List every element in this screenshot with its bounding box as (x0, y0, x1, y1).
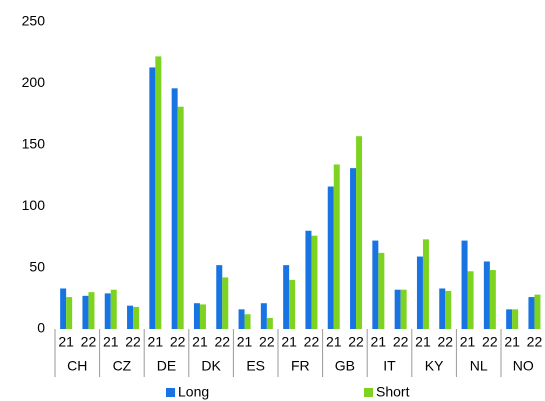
x-tick-label: 22 (259, 334, 275, 350)
y-tick-label: 0 (37, 320, 45, 336)
x-tick-label: 22 (437, 334, 453, 350)
bar (199, 304, 206, 329)
bar (378, 252, 385, 329)
bar (244, 314, 251, 329)
bar (467, 271, 474, 329)
bar (394, 289, 401, 329)
y-tick-label: 200 (22, 74, 46, 90)
legend-label: Short (376, 384, 410, 400)
bar (104, 293, 111, 329)
bar (193, 303, 200, 329)
x-tick-label: 21 (237, 334, 253, 350)
bar (149, 67, 156, 329)
bar (82, 295, 89, 329)
bar (171, 88, 178, 329)
bar (311, 235, 318, 329)
bar (155, 56, 162, 329)
bar (60, 288, 67, 329)
bar (489, 270, 496, 329)
bar (445, 290, 452, 329)
bar (333, 164, 340, 329)
group-label: KY (425, 358, 444, 374)
bar (461, 240, 468, 329)
group-label: DE (157, 358, 176, 374)
group-label: DK (201, 358, 221, 374)
x-tick-label: 22 (170, 334, 186, 350)
bar (534, 294, 541, 329)
x-tick-label: 22 (527, 334, 543, 350)
bar (266, 317, 273, 329)
group-label: CH (67, 358, 87, 374)
x-tick-label: 21 (371, 334, 387, 350)
x-tick-label: 22 (348, 334, 364, 350)
y-tick-label: 100 (22, 197, 46, 213)
x-tick-label: 21 (103, 334, 119, 350)
x-tick-label: 22 (125, 334, 141, 350)
x-tick-label: 22 (304, 334, 320, 350)
bar (260, 303, 267, 329)
x-tick-label: 22 (81, 334, 97, 350)
bar (372, 240, 379, 329)
bar (506, 309, 513, 329)
bar (177, 106, 184, 330)
x-tick-label: 21 (148, 334, 164, 350)
bar (416, 256, 423, 329)
bar (350, 168, 357, 329)
bar (305, 230, 312, 329)
group-label: ES (246, 358, 265, 374)
x-tick-label: 21 (281, 334, 297, 350)
group-label: NO (513, 358, 534, 374)
bar (528, 297, 535, 329)
group-label: GB (335, 358, 355, 374)
bar (88, 292, 95, 329)
bar (283, 265, 290, 329)
legend-label: Long (178, 384, 209, 400)
bar (439, 288, 446, 329)
group-label: NL (470, 358, 488, 374)
bar (127, 305, 134, 329)
legend-swatch (364, 388, 373, 397)
bar (133, 306, 140, 329)
legend-swatch (166, 388, 175, 397)
group-label: IT (383, 358, 396, 374)
y-tick-label: 50 (29, 258, 45, 274)
x-tick-label: 22 (214, 334, 230, 350)
bar (289, 279, 296, 329)
bar (327, 186, 334, 329)
bar (512, 309, 519, 329)
x-tick-label: 21 (58, 334, 74, 350)
x-tick-label: 22 (482, 334, 498, 350)
bar (110, 289, 117, 329)
bar (238, 309, 245, 329)
y-tick-label: 150 (22, 136, 46, 152)
x-tick-label: 21 (504, 334, 520, 350)
x-tick-label: 21 (460, 334, 476, 350)
x-tick-label: 21 (415, 334, 431, 350)
y-tick-label: 250 (22, 13, 46, 29)
bar (400, 289, 407, 329)
group-label: FR (291, 358, 310, 374)
group-label: CZ (113, 358, 132, 374)
x-tick-label: 22 (393, 334, 409, 350)
bar (483, 261, 490, 329)
bar (216, 265, 223, 329)
x-tick-label: 21 (326, 334, 342, 350)
bar (222, 277, 229, 329)
bar (356, 136, 363, 329)
x-tick-label: 21 (192, 334, 208, 350)
bar (422, 239, 429, 329)
bar (66, 297, 73, 329)
